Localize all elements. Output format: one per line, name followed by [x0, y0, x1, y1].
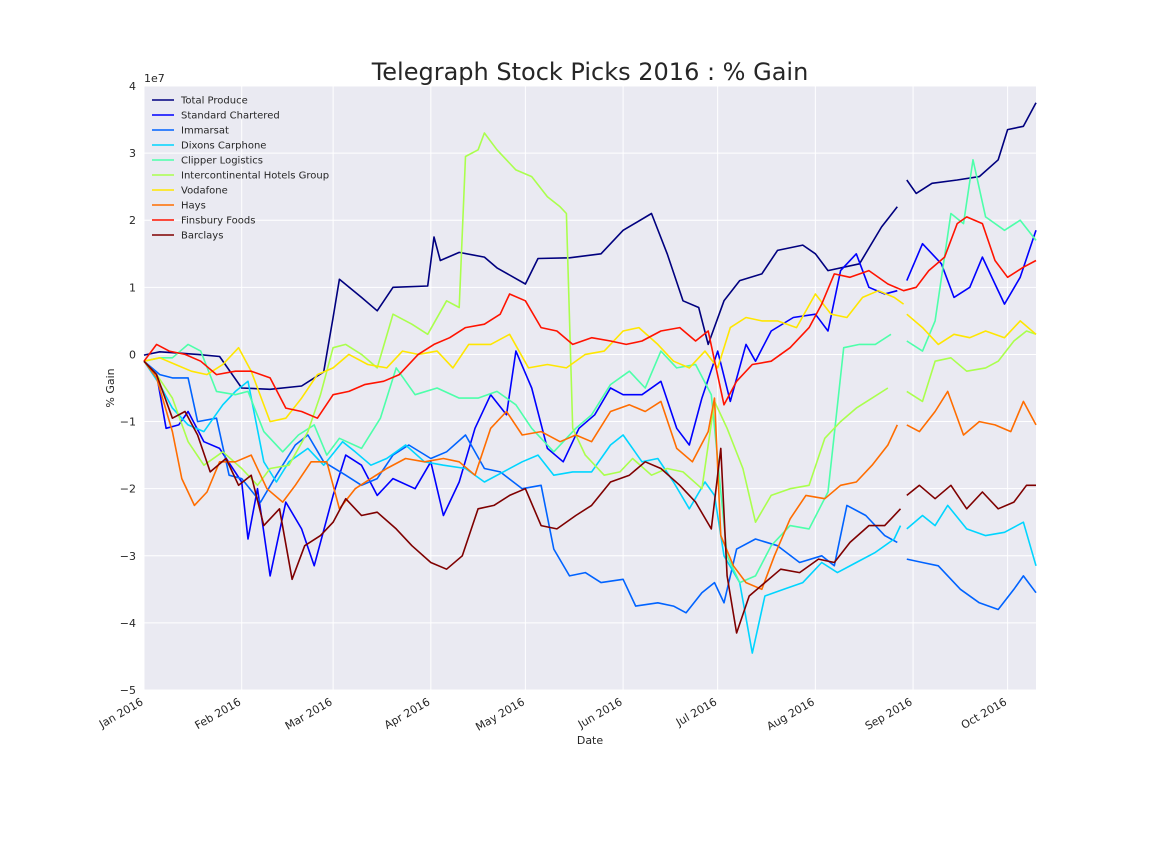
- series-line: [143, 360, 1037, 614]
- legend-label: Dixons Carphone: [181, 141, 266, 152]
- legend-label: Clipper Logistics: [181, 156, 263, 167]
- x-tick-label: May 2016: [473, 695, 526, 733]
- y-tick-label: −2: [120, 483, 136, 496]
- legend-label: Total Produce: [180, 96, 248, 107]
- x-tick-label: Jan 2016: [96, 695, 145, 731]
- series-lines: [143, 102, 1037, 654]
- series-line: [143, 132, 1037, 523]
- legend-label: Hays: [181, 201, 206, 212]
- legend-label: Finsbury Foods: [181, 216, 255, 227]
- series-line: [143, 289, 1037, 423]
- y-axis-label: % Gain: [104, 368, 117, 407]
- series-line: [143, 360, 1037, 654]
- series-line: [143, 360, 1036, 634]
- x-tick-label: Aug 2016: [764, 695, 816, 733]
- x-axis-label: Date: [577, 734, 604, 747]
- y-tick-label: −4: [120, 617, 136, 630]
- series-line: [143, 230, 1037, 577]
- legend-label: Intercontinental Hotels Group: [181, 171, 329, 182]
- legend-label: Immarsat: [181, 126, 229, 137]
- grid-lines: [143, 85, 1036, 691]
- y-tick-label: 1: [129, 281, 136, 294]
- x-tick-label: Feb 2016: [193, 695, 244, 732]
- legend: Total Produce Standard Chartered Immarsat D…: [152, 96, 329, 242]
- x-tick-label: Jul 2016: [673, 695, 719, 729]
- y-multiplier-label: 1e7: [144, 72, 165, 85]
- series-line: [143, 360, 1037, 591]
- y-tick-label: −5: [120, 684, 136, 697]
- legend-label: Vodafone: [181, 186, 228, 197]
- legend-label: Barclays: [181, 231, 223, 242]
- y-tick-label: 0: [129, 348, 136, 361]
- y-tick-label: 2: [129, 214, 136, 227]
- legend-label: Standard Chartered: [181, 111, 280, 122]
- x-tick-label: Oct 2016: [959, 695, 1009, 732]
- series-line: [143, 159, 1037, 584]
- x-tick-labels: Jan 2016 Feb 2016 Mar 2016 Apr 2016 May 2016…: [96, 695, 1009, 733]
- series-line: [143, 102, 1037, 391]
- series-line: [143, 216, 1037, 419]
- y-tick-label: −3: [120, 550, 136, 563]
- chart-title: Telegraph Stock Picks 2016 : % Gain: [371, 58, 809, 86]
- y-tick-label: 4: [129, 80, 136, 93]
- y-tick-label: 3: [129, 147, 136, 160]
- x-tick-label: Sep 2016: [863, 695, 915, 732]
- x-tick-label: Jun 2016: [575, 695, 625, 731]
- y-tick-label: −1: [120, 416, 136, 429]
- x-tick-label: Mar 2016: [283, 695, 335, 732]
- x-tick-label: Apr 2016: [382, 695, 432, 732]
- y-tick-labels: 4 3 2 1 0 −1 −2 −3 −4 −5: [120, 80, 136, 697]
